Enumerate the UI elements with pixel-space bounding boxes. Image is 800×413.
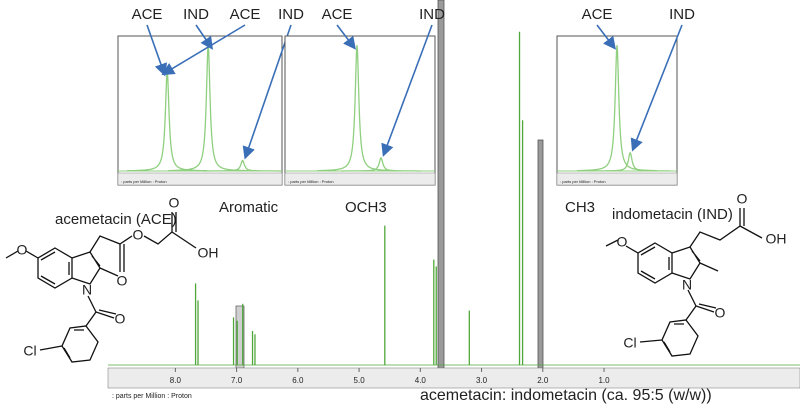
inset-frame	[117, 35, 283, 186]
peak-label: IND	[183, 6, 209, 23]
region-label: OCH3	[345, 199, 387, 216]
x-axis-strip	[107, 367, 800, 389]
atom: O	[117, 273, 128, 289]
atom: N	[82, 282, 92, 298]
atom: O	[715, 305, 726, 321]
peak-label: ACE	[132, 6, 163, 23]
highlight-bar	[437, 0, 445, 369]
atom: O	[617, 234, 628, 250]
annotation-arrow	[336, 24, 356, 50]
x-axis-label: : parts per Million : Proton	[112, 393, 192, 400]
inset-x-label: : parts per Million : Proton	[560, 179, 606, 184]
compound-name: acemetacin (ACE)	[55, 211, 177, 228]
atom: O	[737, 191, 748, 207]
atom: OH	[766, 231, 787, 247]
x-tick-label: 3.0	[476, 376, 488, 385]
caption: acemetacin: indometacin (ca. 95:5 (w/w))	[420, 387, 712, 404]
x-tick-label: 6.0	[292, 376, 304, 385]
inset-axis-strip	[284, 172, 436, 186]
x-tick-label: 4.0	[415, 376, 427, 385]
peak-label: IND	[669, 6, 695, 23]
annotation-arrow	[381, 24, 433, 157]
inset-x-label: : parts per Million : Proton	[121, 179, 167, 184]
inset-peak	[590, 151, 671, 172]
x-tick-label: 7.0	[231, 376, 243, 385]
x-tick-label: 1.0	[598, 376, 610, 385]
peak-label: IND	[419, 6, 445, 23]
atom: N	[682, 277, 692, 293]
inset-peak	[202, 159, 282, 172]
peak-label: ACE	[582, 6, 613, 23]
atom: OH	[198, 245, 219, 261]
inset-x-label: : parts per Million : Proton	[288, 179, 334, 184]
acemetacin-structure	[5, 212, 197, 363]
annotation-arrow	[242, 24, 292, 160]
peak-label: ACE	[230, 6, 261, 23]
inset-peak	[341, 156, 421, 172]
inset-axis-strip	[117, 172, 283, 186]
x-tick-label: 5.0	[354, 376, 366, 385]
annotation-arrow	[161, 24, 246, 76]
atom: O	[133, 227, 144, 243]
inset-axis-strip	[556, 172, 678, 186]
region-label: Aromatic	[219, 199, 279, 216]
atom: Cl	[23, 343, 36, 359]
peak-label: ACE	[322, 6, 353, 23]
atom: Cl	[623, 335, 636, 351]
inset-frame	[556, 35, 678, 186]
indometacin-structure	[605, 208, 763, 357]
annotation-arrow	[596, 24, 616, 50]
region-label: CH3	[565, 199, 595, 216]
inset-peak	[317, 45, 397, 172]
annotation-arrow	[146, 24, 168, 77]
atom: O	[17, 242, 28, 258]
x-tick-label: 2.0	[537, 376, 549, 385]
atom: O	[169, 195, 180, 211]
annotation-arrow	[195, 24, 214, 50]
highlight-bar	[537, 139, 544, 369]
inset-frame	[284, 35, 436, 186]
x-tick-label: 8.0	[170, 376, 182, 385]
peak-label: IND	[278, 6, 304, 23]
annotation-arrow	[630, 24, 683, 152]
atom: O	[115, 311, 126, 327]
compound-name: indometacin (IND)	[612, 206, 733, 223]
